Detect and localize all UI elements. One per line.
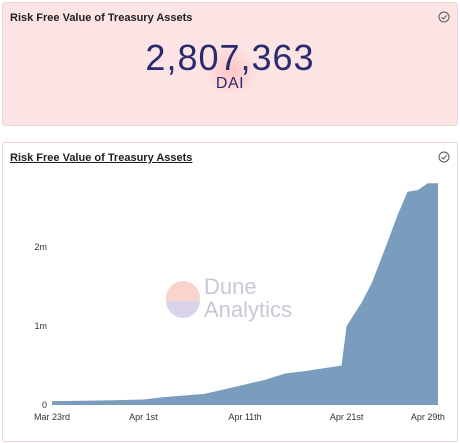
y-tick-label: 2m (34, 242, 47, 252)
dune-logo-watermark (199, 49, 263, 93)
y-tick-label: 1m (34, 321, 47, 331)
counter-panel: Risk Free Value of Treasury Assets 2,807… (2, 2, 458, 126)
counter-value: 2,807,363 (145, 37, 315, 78)
counter-unit: DAI (215, 75, 245, 92)
x-tick-label: Apr 21st (330, 412, 364, 422)
dune-analytics-watermark: Dune Analytics (166, 274, 292, 322)
y-tick-label: 0 (42, 400, 47, 410)
chart-area: Dune Analytics 0 1m 2m Mar 23rd Apr 1st Apr 1… (34, 183, 445, 422)
x-tick-label: Mar 23rd (34, 412, 70, 422)
watermark-line1: Dune (204, 274, 257, 299)
area-series-0[interactable] (52, 183, 438, 405)
chart-title[interactable]: Risk Free Value of Treasury Assets (10, 152, 193, 164)
chart-panel: Risk Free Value of Treasury Assets Dune … (2, 142, 458, 442)
check-circle-icon[interactable] (438, 11, 450, 23)
check-circle-icon[interactable] (438, 151, 450, 163)
counter-title[interactable]: Risk Free Value of Treasury Assets (10, 12, 193, 24)
watermark-line2: Analytics (204, 297, 292, 322)
x-tick-label: Apr 1st (129, 412, 158, 422)
x-tick-label: Apr 29th (411, 412, 445, 422)
x-tick-label: Apr 11th (228, 412, 261, 422)
